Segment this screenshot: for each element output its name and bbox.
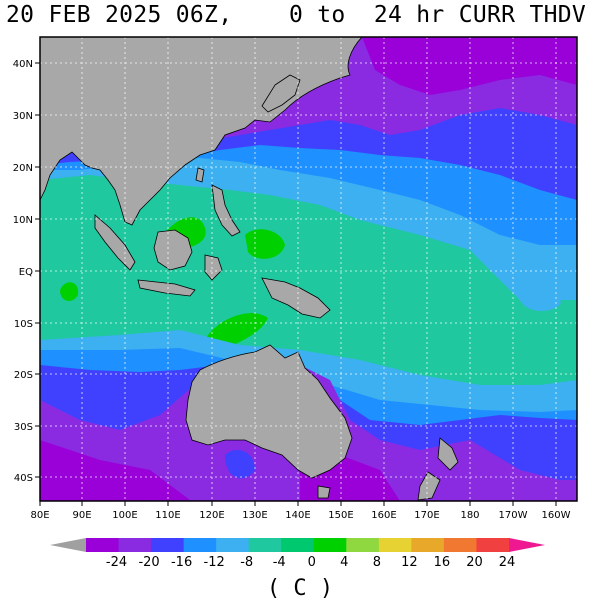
- lon-label: 180: [460, 510, 479, 521]
- colorbar-tick-label: 16: [434, 555, 451, 570]
- lon-label: 100E: [112, 510, 137, 521]
- lon-label: 160E: [371, 510, 396, 521]
- colorbar-tick-label: 8: [373, 555, 381, 570]
- lat-label: 40N: [13, 59, 33, 70]
- colorbar-swatch: [411, 538, 445, 552]
- lat-label: 10N: [13, 215, 33, 226]
- colorbar-swatch: [346, 538, 380, 552]
- colorbar-arrow-high: [509, 538, 545, 552]
- colorbar-tick-label: -24: [106, 555, 127, 570]
- colorbar-tick-label: 20: [466, 555, 483, 570]
- colorbar-swatch: [86, 538, 120, 552]
- colorbar-swatch: [248, 538, 282, 552]
- lon-label: 90E: [72, 510, 91, 521]
- longitude-labels: 80E 90E 100E 110E 120E 130E 140E 150E 16…: [30, 510, 570, 521]
- colorbar-tick-label: -12: [204, 555, 225, 570]
- lat-label: 20N: [13, 163, 33, 174]
- colorbar-tick-label: 24: [499, 555, 516, 570]
- colorbar-swatch: [118, 538, 152, 552]
- lat-label: 30N: [13, 111, 33, 122]
- colorbar-tick-label: -16: [171, 555, 192, 570]
- colorbar-arrow-low: [50, 538, 86, 552]
- colorbar-swatch: [281, 538, 315, 552]
- colorbar-tick-label: -20: [138, 555, 159, 570]
- colorbar-swatch: [216, 538, 250, 552]
- lon-label: 110E: [155, 510, 180, 521]
- colorbar-tick-label: -4: [273, 555, 286, 570]
- colorbar-unit-label: ( C ): [266, 576, 334, 601]
- lon-label: 80E: [30, 510, 49, 521]
- lon-label: 170W: [499, 510, 528, 521]
- colorbar-swatch: [183, 538, 217, 552]
- colorbar-tick-label: 0: [308, 555, 316, 570]
- chart-title: 20 FEB 2025 06Z, 0 to 24 hr CURR THDV: [6, 2, 587, 28]
- lat-label: EQ: [19, 267, 33, 278]
- colorbar: -24 -20 -16 -12 -8 -4 0 4 8 12 16 20 24: [50, 538, 545, 570]
- lon-label: 160W: [542, 510, 571, 521]
- latitude-labels: 40N 30N 20N 10N EQ 10S 20S 30S 40S: [13, 59, 33, 484]
- colorbar-swatch: [476, 538, 510, 552]
- colorbar-tick-label: 4: [340, 555, 348, 570]
- map-frame: [39, 36, 578, 502]
- lon-label: 130E: [242, 510, 267, 521]
- lat-label: 40S: [14, 473, 33, 484]
- temperature-field: [40, 37, 577, 501]
- land-areas: [40, 37, 459, 501]
- lat-label: 30S: [14, 422, 33, 433]
- tick-marks: [35, 62, 557, 506]
- lon-label: 120E: [199, 510, 224, 521]
- colorbar-swatch: [378, 538, 412, 552]
- grid-lines: [40, 37, 577, 501]
- lat-label: 10S: [14, 319, 33, 330]
- colorbar-swatch: [313, 538, 347, 552]
- colorbar-tick-label: 12: [401, 555, 418, 570]
- lon-label: 150E: [328, 510, 353, 521]
- colorbar-swatch: [443, 538, 477, 552]
- lon-label: 140E: [285, 510, 310, 521]
- colorbar-swatch: [151, 538, 185, 552]
- lon-label: 170E: [414, 510, 439, 521]
- lat-label: 20S: [14, 370, 33, 381]
- colorbar-tick-label: -8: [240, 555, 253, 570]
